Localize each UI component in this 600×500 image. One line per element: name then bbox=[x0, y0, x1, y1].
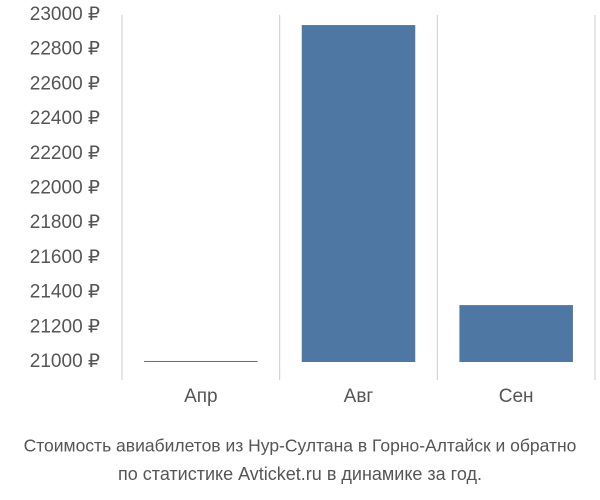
bar bbox=[459, 305, 573, 362]
y-tick-label: 21600 ₽ bbox=[30, 247, 100, 268]
chart-subtitle: по статистике Avticket.ru в динамике за … bbox=[118, 464, 482, 484]
y-tick-label: 22800 ₽ bbox=[30, 39, 100, 60]
x-tick-label: Авг bbox=[344, 386, 374, 407]
chart-title: Стоимость авиабилетов из Нур-Султана в Г… bbox=[24, 436, 577, 456]
y-tick-label: 21200 ₽ bbox=[30, 316, 100, 337]
y-tick-label: 22200 ₽ bbox=[30, 143, 100, 164]
y-tick-label: 23000 ₽ bbox=[30, 4, 100, 25]
y-tick-label: 22000 ₽ bbox=[30, 178, 100, 199]
y-tick-label: 22400 ₽ bbox=[30, 108, 100, 129]
y-tick-label: 21800 ₽ bbox=[30, 212, 100, 233]
bar bbox=[144, 360, 258, 362]
x-tick-label: Апр bbox=[184, 386, 218, 407]
y-tick-label: 21400 ₽ bbox=[30, 282, 100, 303]
y-tick-label: 21000 ₽ bbox=[30, 351, 100, 372]
x-tick-label: Сен bbox=[499, 386, 534, 407]
y-tick-label: 22600 ₽ bbox=[30, 73, 100, 94]
bar bbox=[301, 25, 416, 363]
